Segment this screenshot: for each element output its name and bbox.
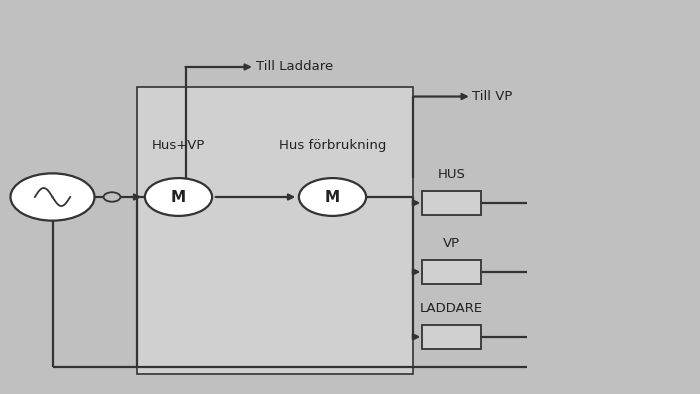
Text: Till Laddare: Till Laddare <box>256 61 332 73</box>
Text: LADDARE: LADDARE <box>420 302 483 315</box>
Circle shape <box>299 178 366 216</box>
Bar <box>421 260 482 284</box>
Circle shape <box>104 192 120 202</box>
Text: Till VP: Till VP <box>473 90 513 103</box>
Circle shape <box>10 173 94 221</box>
Text: VP: VP <box>443 237 460 250</box>
Text: Hus förbrukning: Hus förbrukning <box>279 139 386 152</box>
Bar <box>136 87 413 374</box>
Text: M: M <box>325 190 340 204</box>
Circle shape <box>145 178 212 216</box>
Bar <box>421 325 482 349</box>
Text: Hus+VP: Hus+VP <box>152 139 205 152</box>
Text: M: M <box>171 190 186 204</box>
Bar <box>421 191 482 215</box>
Text: HUS: HUS <box>438 168 466 181</box>
